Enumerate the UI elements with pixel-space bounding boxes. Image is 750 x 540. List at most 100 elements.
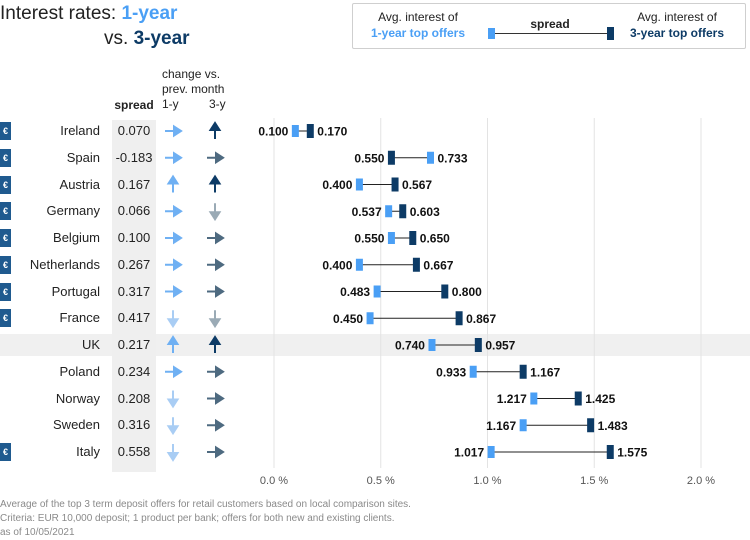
uk-row-highlight xyxy=(0,334,750,356)
spread-value: -0.183 xyxy=(115,149,153,165)
spread-value: 0.234 xyxy=(117,363,151,379)
spread-header: spread xyxy=(114,98,154,112)
euro-icon: € xyxy=(0,282,11,301)
legend-left-line1: Avg. interest of xyxy=(378,10,458,24)
euro-icon: € xyxy=(0,309,11,328)
change-arrow-3y-down-icon xyxy=(208,203,222,222)
legend-right-line2: 3-year top offers xyxy=(629,26,725,40)
marker-3y xyxy=(391,177,399,192)
x-tick-label: 2.0 % xyxy=(687,475,715,487)
euro-icon: € xyxy=(0,229,11,247)
value-label-left: 0.550 xyxy=(354,151,384,165)
value-label-right: 0.733 xyxy=(437,151,467,165)
spread-value: 0.558 xyxy=(117,444,151,459)
country-label: Ireland xyxy=(60,123,100,138)
value-label-left: 1.217 xyxy=(497,392,527,406)
marker-3y xyxy=(455,311,463,326)
value-label-right: 0.603 xyxy=(410,205,440,219)
country-label: France xyxy=(59,310,100,326)
euro-icon: € xyxy=(0,175,11,194)
change-arrow-3y-right-icon xyxy=(207,418,225,432)
value-label-right: 0.667 xyxy=(423,258,453,272)
value-label-right: 0.957 xyxy=(485,339,515,353)
marker-3y xyxy=(387,150,395,165)
country-label: Sweden xyxy=(53,417,100,433)
marker-3y xyxy=(587,418,595,433)
change-arrow-1y-up-icon xyxy=(166,174,180,193)
marker-3y xyxy=(606,445,614,459)
euro-icon: € xyxy=(0,443,11,461)
value-label-left: 0.400 xyxy=(322,258,352,272)
chart-title: Interest rates: 1-year xyxy=(0,2,177,26)
change-arrow-3y-right-icon xyxy=(207,285,225,298)
footnote-line1: Average of the top 3 term deposit offers… xyxy=(0,499,411,510)
marker-3y xyxy=(474,338,482,352)
x-tick-label: 0.5 % xyxy=(367,475,395,487)
legend-1y-marker xyxy=(488,28,495,39)
title-1year: 1-year xyxy=(121,3,178,24)
change-arrow-1y-down-icon xyxy=(166,390,180,409)
marker-1y xyxy=(385,205,393,218)
change-arrow-1y-down-icon xyxy=(166,444,180,462)
change-arrow-3y-up-icon xyxy=(208,174,222,193)
legend-left: Avg. interest of 1-year top offers xyxy=(359,9,477,41)
value-label-left: 0.483 xyxy=(340,285,370,299)
x-tick-label: 1.5 % xyxy=(580,475,608,487)
country-label: UK xyxy=(81,337,100,352)
marker-3y xyxy=(409,231,417,245)
value-label-right: 1.425 xyxy=(585,392,615,406)
value-label-right: 0.650 xyxy=(420,232,450,246)
change-arrow-3y-up-icon xyxy=(208,335,222,353)
value-label-right: 0.800 xyxy=(452,285,482,299)
change-arrow-3y-right-icon xyxy=(207,445,225,459)
change-arrow-3y-right-icon xyxy=(207,365,225,379)
change-arrow-3y-right-icon xyxy=(207,258,225,272)
change-arrow-3y-down-icon xyxy=(208,310,222,329)
value-label-left: 0.550 xyxy=(354,232,384,246)
change-header-line1: change vs. xyxy=(162,67,221,81)
value-label-right: 0.867 xyxy=(466,312,496,326)
country-label: Germany xyxy=(46,203,100,219)
legend-3y-marker xyxy=(607,27,614,40)
value-label-left: 0.537 xyxy=(352,205,382,219)
change-arrow-1y-right-icon xyxy=(165,258,183,272)
change-arrow-3y-right-icon xyxy=(207,231,225,245)
change-arrow-1y-right-icon xyxy=(165,151,183,165)
x-tick-label: 0.0 % xyxy=(260,475,288,487)
chart-title-line2: vs. 3-year xyxy=(104,27,190,51)
change-arrow-1y-down-icon xyxy=(166,417,180,436)
change-arrow-1y-right-icon xyxy=(165,285,183,298)
value-label-right: 1.483 xyxy=(598,419,628,433)
value-label-right: 0.170 xyxy=(317,125,347,139)
change-arrow-1y-right-icon xyxy=(165,204,183,218)
euro-icon: € xyxy=(0,122,11,140)
footnote-line3: as of 10/05/2021 xyxy=(0,527,75,538)
title-3year: 3-year xyxy=(133,28,190,49)
marker-3y xyxy=(412,257,420,272)
spread-value: 0.100 xyxy=(117,230,151,245)
change-arrow-1y-right-icon xyxy=(165,231,183,245)
value-label-left: 0.400 xyxy=(322,178,352,192)
euro-icon: € xyxy=(0,255,11,274)
legend-right: Avg. interest of 3-year top offers xyxy=(615,9,739,41)
change-arrow-1y-right-icon xyxy=(165,365,183,379)
country-label: Belgium xyxy=(53,230,100,245)
change-arrow-3y-right-icon xyxy=(207,392,225,405)
marker-3y xyxy=(519,364,527,379)
country-label: Spain xyxy=(66,149,100,165)
country-label: Norway xyxy=(55,390,100,406)
marker-1y xyxy=(530,392,538,405)
value-label-left: 1.017 xyxy=(454,446,484,460)
marker-1y xyxy=(426,151,434,164)
marker-3y xyxy=(399,204,407,219)
legend: Avg. interest of 1-year top offers sprea… xyxy=(352,3,746,49)
country-label: Poland xyxy=(59,363,100,379)
marker-1y xyxy=(373,285,381,298)
change-arrow-1y-down-icon xyxy=(166,310,180,329)
value-label-right: 1.575 xyxy=(617,446,647,460)
change-arrow-3y-right-icon xyxy=(207,151,225,165)
country-label: Netherlands xyxy=(29,256,100,272)
marker-1y xyxy=(428,339,436,351)
spread-column-bg xyxy=(112,120,156,472)
country-label: Austria xyxy=(59,176,100,192)
